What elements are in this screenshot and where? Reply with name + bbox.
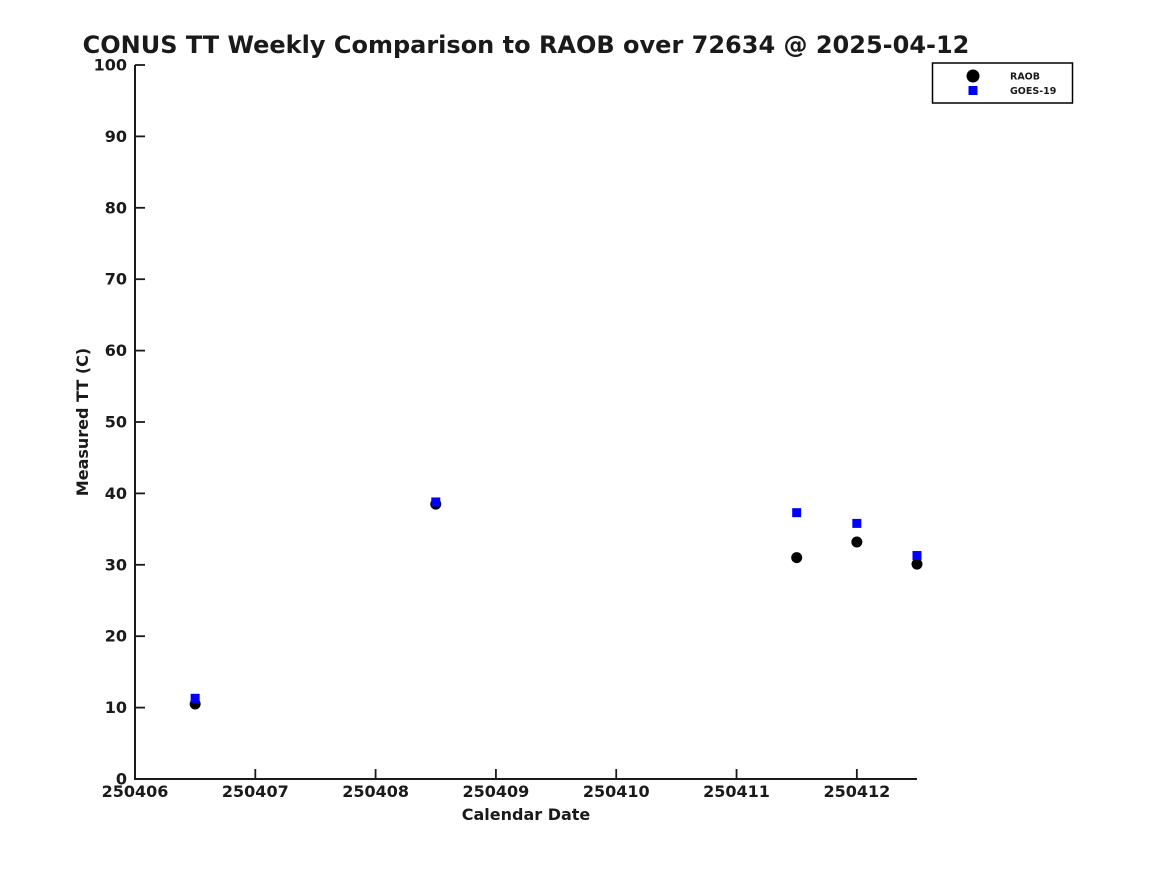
legend-label-raob: RAOB	[1010, 72, 1040, 83]
x-tick-label: 250406	[102, 782, 169, 801]
y-tick-label: 70	[105, 270, 127, 289]
y-tick-label: 50	[105, 413, 127, 432]
x-tick-label: 250407	[222, 782, 289, 801]
legend-label-goes-19: GOES-19	[1010, 86, 1056, 97]
y-tick-label: 20	[105, 627, 127, 646]
axes-layer: 0 10 20 30 40 50 60 70 80 90 100 250406 250407 250408…	[94, 56, 917, 801]
legend-marker-raob	[966, 69, 980, 83]
y-tick-label: 90	[105, 127, 127, 146]
y-tick-label: 0	[116, 770, 127, 789]
y-tick-label: 30	[105, 555, 127, 574]
y-tick-label: 40	[105, 484, 127, 503]
x-axis-label: Calendar Date	[462, 805, 591, 824]
data-point-goes-19	[190, 693, 200, 703]
legend: RAOB GOES-19	[931, 62, 1074, 104]
chart-title: CONUS TT Weekly Comparison to RAOB over …	[83, 31, 970, 59]
legend-box	[931, 62, 1074, 104]
x-tick-label: 250412	[823, 782, 890, 801]
x-tick-label: 250409	[463, 782, 530, 801]
data-point-goes-19	[792, 508, 802, 518]
y-axis-label: Measured TT (C)	[73, 348, 92, 496]
y-tick-label: 80	[105, 198, 127, 217]
data-points-layer	[189, 497, 923, 710]
x-tick-label: 250408	[342, 782, 409, 801]
legend-marker-goes-19	[968, 86, 978, 95]
y-tick-label: 60	[105, 341, 127, 360]
data-point-raob	[911, 558, 923, 570]
data-point-goes-19	[852, 518, 862, 528]
x-tick-label: 250411	[703, 782, 770, 801]
data-point-goes-19	[912, 551, 922, 561]
data-point-goes-19	[431, 497, 441, 507]
x-tick-label: 250410	[583, 782, 650, 801]
y-tick-label: 100	[94, 56, 127, 75]
y-tick-label: 10	[105, 698, 127, 717]
data-point-raob	[851, 536, 863, 548]
data-point-raob	[791, 552, 803, 564]
